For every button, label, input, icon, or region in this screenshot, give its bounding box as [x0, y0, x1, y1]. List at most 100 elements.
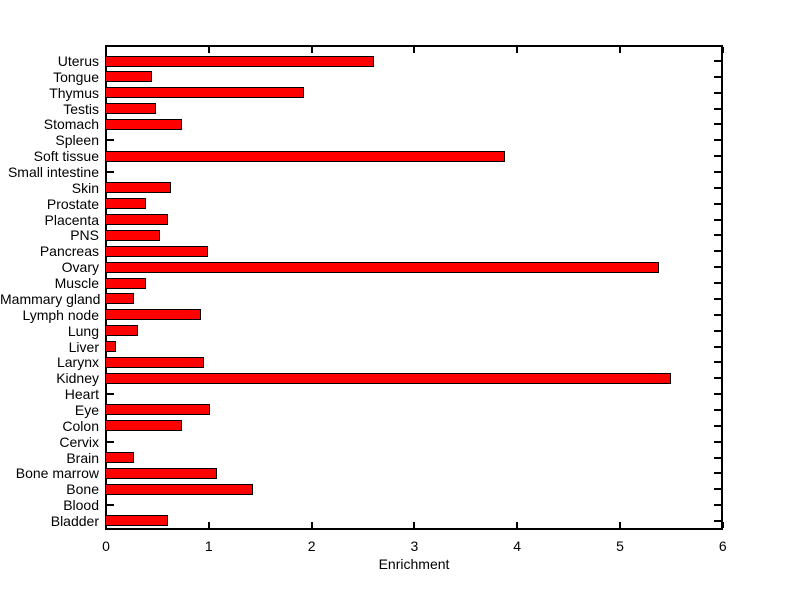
- category-label-pancreas: Pancreas: [39, 243, 99, 260]
- category-label-lung: Lung: [67, 322, 99, 339]
- y-tick-right: [714, 297, 721, 300]
- category-label-colon: Colon: [62, 417, 99, 434]
- y-tick-right: [714, 488, 721, 491]
- bar-lung: [105, 325, 139, 337]
- x-tick-label: 0: [102, 538, 110, 554]
- y-tick-right: [714, 75, 721, 78]
- x-tick-bottom: [721, 522, 724, 528]
- bar-testis: [105, 103, 156, 115]
- category-label-bone: Bone: [66, 481, 99, 498]
- bar-tongue: [105, 71, 152, 83]
- y-tick-right: [714, 171, 721, 174]
- y-tick-right: [714, 282, 721, 285]
- bar-soft-tissue: [105, 150, 506, 162]
- x-tick-top: [310, 47, 313, 53]
- category-label-prostate: Prostate: [46, 195, 99, 212]
- bar-muscle: [105, 277, 146, 289]
- category-label-placenta: Placenta: [44, 211, 99, 228]
- plot-area: [105, 45, 723, 530]
- y-tick-left: [107, 139, 114, 142]
- x-tick-bottom: [619, 522, 621, 528]
- x-tick-top: [516, 47, 519, 53]
- x-tick-top: [619, 47, 621, 53]
- category-label-testis: Testis: [63, 100, 99, 117]
- y-tick-left: [107, 393, 114, 396]
- bar-ovary: [105, 261, 659, 273]
- category-label-ovary: Ovary: [61, 259, 99, 276]
- y-tick-right: [714, 393, 721, 396]
- category-label-pns: PNS: [70, 227, 99, 244]
- category-label-heart: Heart: [64, 386, 99, 403]
- y-tick-right: [714, 313, 721, 316]
- category-label-muscle: Muscle: [54, 275, 99, 292]
- x-tick-top: [207, 47, 210, 53]
- bar-bladder: [105, 515, 169, 527]
- category-label-small-intestine: Small intestine: [7, 164, 99, 181]
- category-label-brain: Brain: [66, 449, 99, 466]
- bar-mammary-gland: [105, 293, 135, 305]
- y-tick-right: [714, 456, 721, 459]
- x-tick-label: 1: [204, 538, 213, 554]
- bar-pancreas: [105, 245, 209, 257]
- y-tick-right: [714, 345, 721, 348]
- x-tick-bottom: [207, 522, 210, 528]
- x-tick-bottom: [413, 522, 416, 528]
- bar-bone: [105, 483, 254, 495]
- bar-bone-marrow: [105, 467, 218, 479]
- x-axis-label: Enrichment: [378, 556, 450, 572]
- y-tick-right: [714, 155, 721, 158]
- y-tick-left: [107, 171, 114, 174]
- category-label-soft-tissue: Soft tissue: [33, 148, 99, 165]
- y-tick-right: [714, 250, 721, 253]
- category-label-blood: Blood: [63, 497, 99, 514]
- y-tick-right: [714, 234, 721, 237]
- bar-liver: [105, 341, 116, 353]
- bar-colon: [105, 420, 182, 432]
- bar-larynx: [105, 356, 205, 368]
- y-tick-right: [714, 139, 721, 142]
- category-label-cervix: Cervix: [59, 433, 99, 450]
- bar-uterus: [105, 55, 374, 67]
- y-tick-right: [714, 519, 721, 522]
- bar-prostate: [105, 198, 146, 210]
- y-tick-right: [714, 472, 721, 475]
- category-label-liver: Liver: [68, 338, 99, 355]
- y-tick-right: [714, 123, 721, 126]
- category-label-larynx: Larynx: [56, 354, 99, 371]
- category-label-uterus: Uterus: [57, 53, 99, 69]
- bar-brain: [105, 452, 135, 464]
- category-label-eye: Eye: [74, 401, 99, 418]
- category-label-bladder: Bladder: [50, 512, 99, 529]
- category-label-thymus: Thymus: [49, 84, 99, 101]
- bar-pns: [105, 229, 160, 241]
- y-tick-right: [714, 424, 721, 427]
- y-tick-right: [714, 107, 721, 110]
- y-tick-right: [714, 377, 721, 380]
- bar-skin: [105, 182, 172, 194]
- category-label-bone-marrow: Bone marrow: [15, 465, 99, 482]
- y-tick-right: [714, 408, 721, 411]
- x-tick-label: 4: [513, 538, 522, 554]
- bar-eye: [105, 404, 211, 416]
- y-tick-right: [714, 266, 721, 269]
- x-tick-label: 3: [410, 538, 419, 554]
- x-tick-label: 5: [616, 538, 624, 554]
- x-tick-label: 6: [718, 538, 727, 554]
- y-tick-right: [714, 202, 721, 205]
- bar-kidney: [105, 372, 671, 384]
- y-tick-right: [714, 218, 721, 221]
- category-label-tongue: Tongue: [53, 68, 99, 85]
- bar-stomach: [105, 118, 182, 130]
- y-tick-right: [714, 60, 721, 62]
- y-tick-right: [714, 361, 721, 364]
- x-tick-bottom: [516, 522, 519, 528]
- category-label-spleen: Spleen: [55, 132, 99, 149]
- category-label-lymph-node: Lymph node: [22, 306, 99, 323]
- x-tick-label: 2: [307, 538, 316, 554]
- y-tick-right: [714, 504, 721, 507]
- x-tick-top: [105, 47, 107, 53]
- category-label-kidney: Kidney: [56, 370, 99, 387]
- category-label-stomach: Stomach: [43, 116, 99, 133]
- y-tick-left: [107, 504, 114, 507]
